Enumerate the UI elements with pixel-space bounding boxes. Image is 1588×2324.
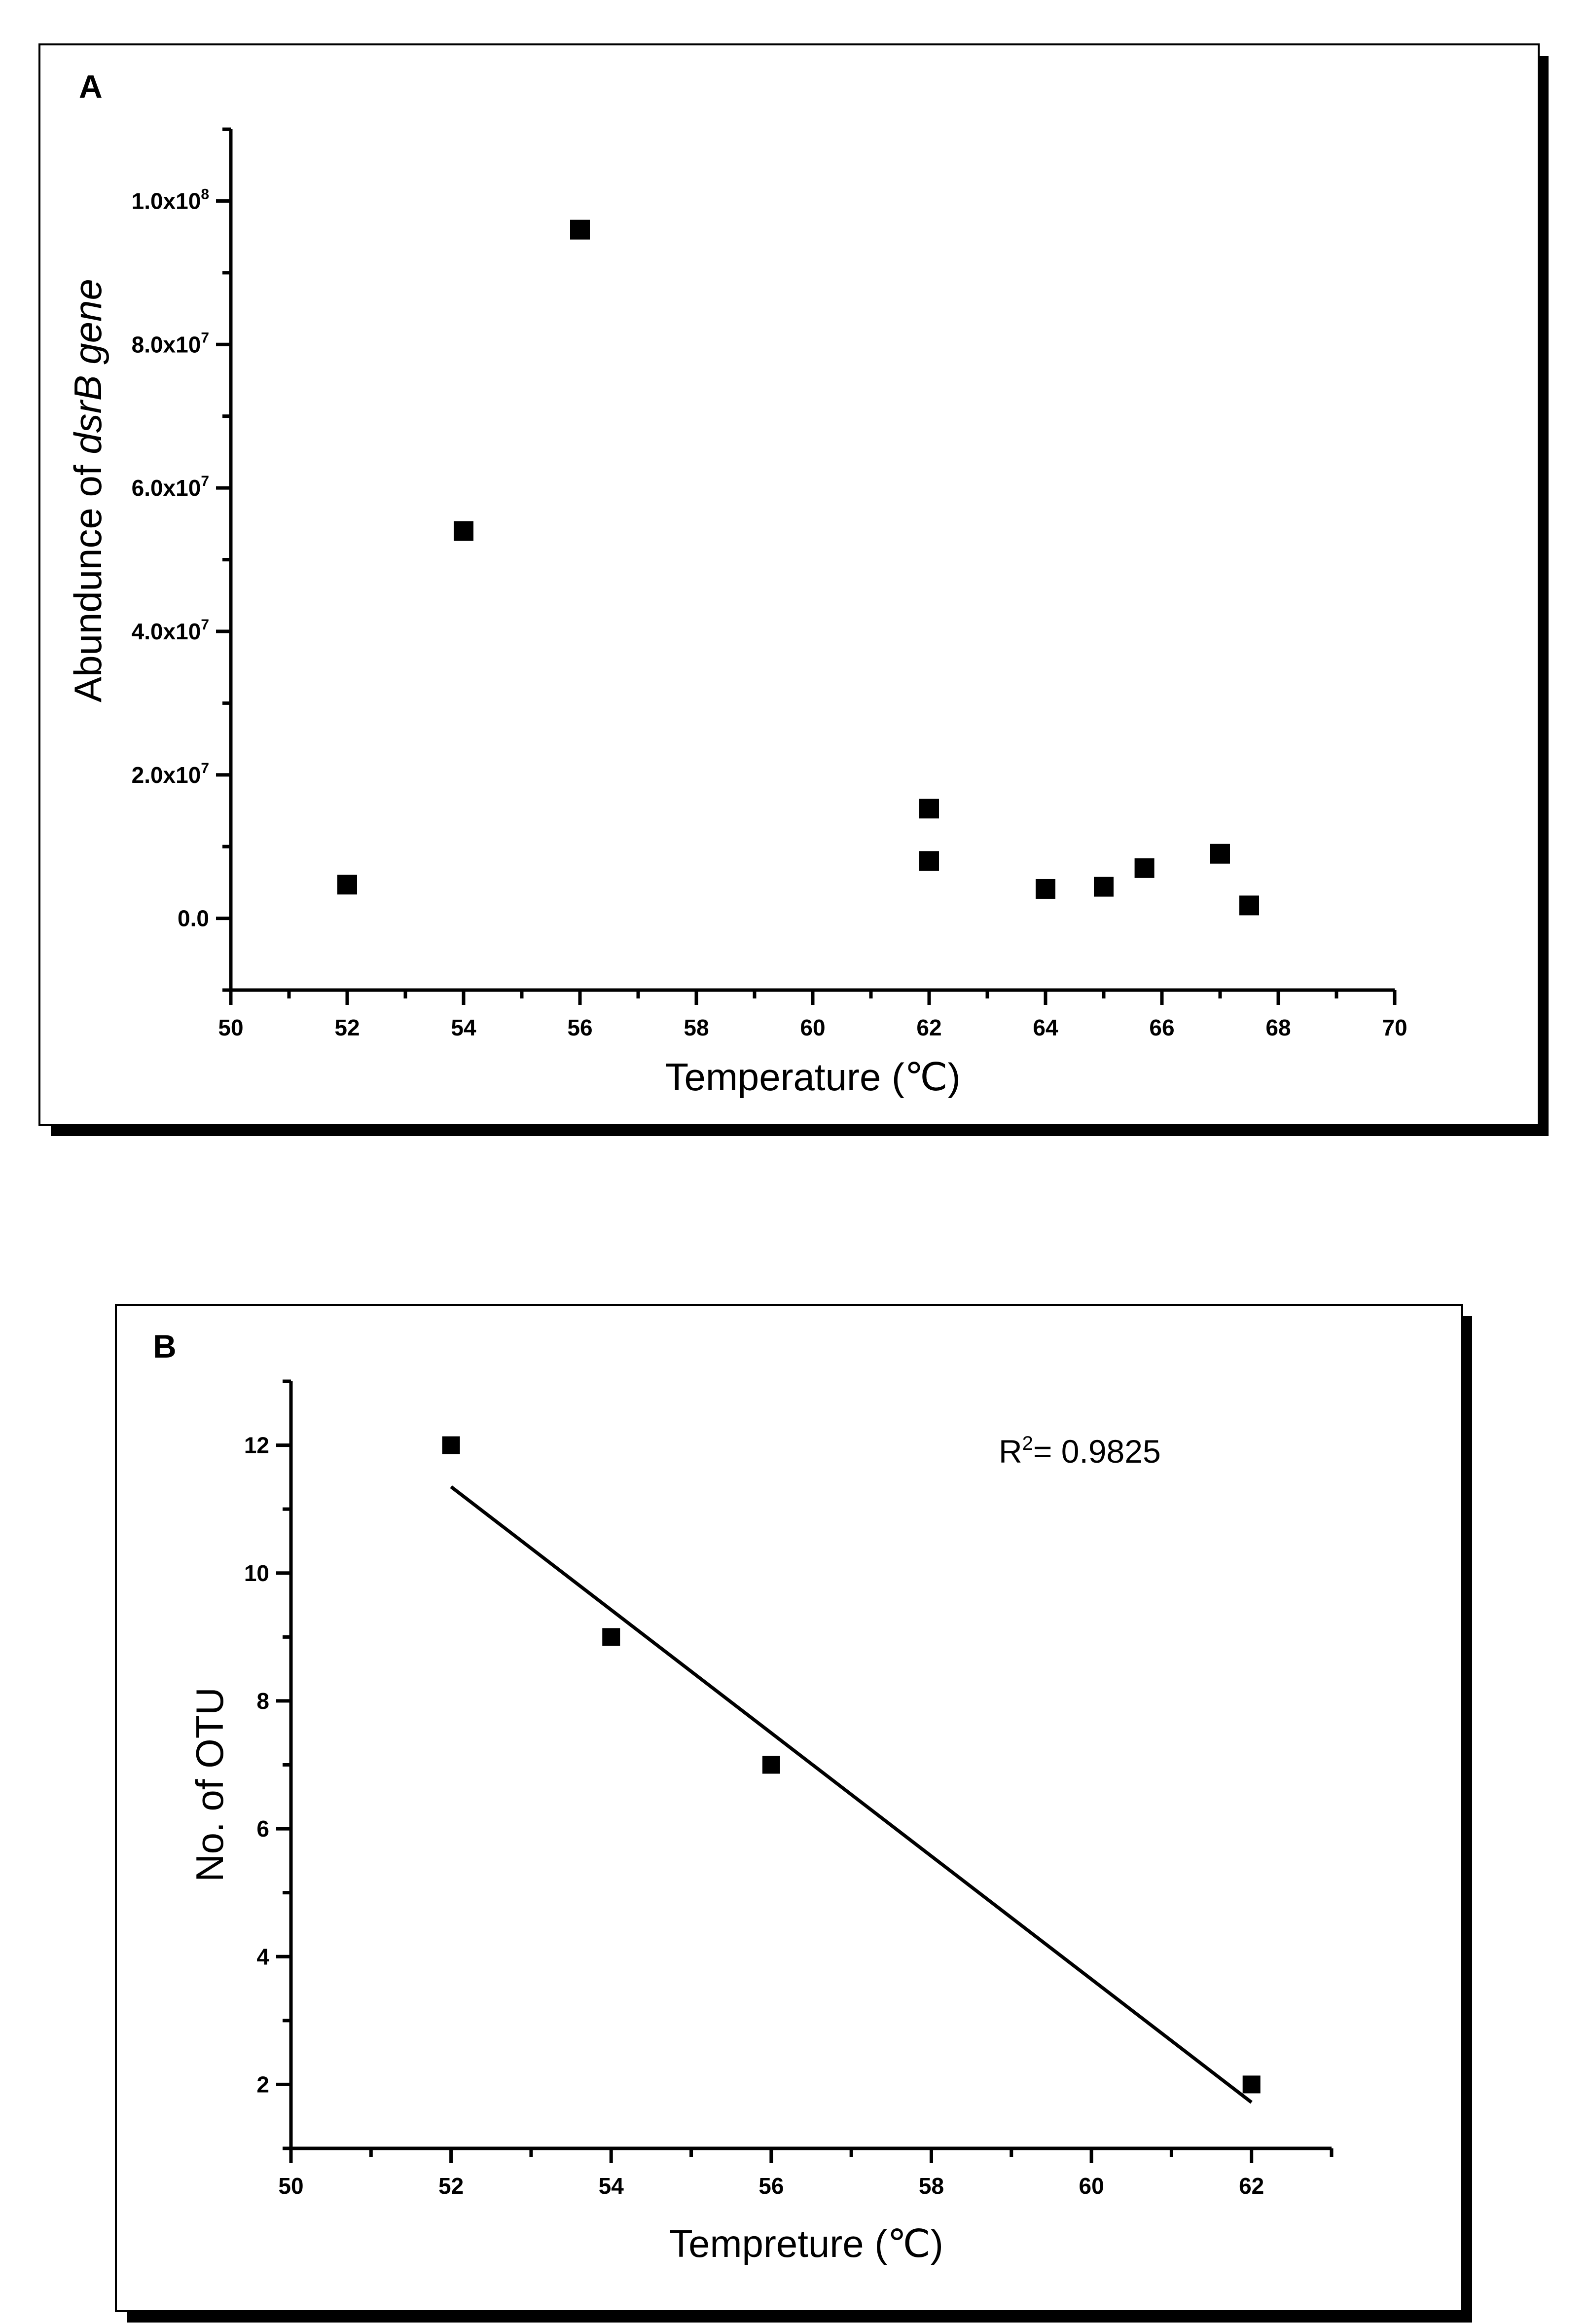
r-squared-value: = 0.9825 <box>1033 1433 1161 1470</box>
r-squared-exponent: 2 <box>1022 1433 1033 1454</box>
y-tick-label: 12 <box>244 1433 269 1458</box>
data-point <box>442 1436 460 1454</box>
y-tick-exponent: 7 <box>201 473 209 489</box>
data-point <box>602 1628 620 1646</box>
x-tick-label: 58 <box>919 2173 944 2199</box>
x-axis-title: Tempreture (℃) <box>669 2222 943 2265</box>
y-axis-title-gene: dsrB gene <box>66 279 109 454</box>
y-tick-label: 4.0x107 <box>132 617 209 644</box>
y-tick-label: 8.0x107 <box>132 330 209 357</box>
r-squared-prefix: R <box>999 1433 1022 1470</box>
y-tick-label: 2 <box>256 2071 269 2097</box>
x-tick-label: 52 <box>438 2173 464 2199</box>
y-tick-label: 1.0x108 <box>132 186 209 214</box>
x-tick-label: 52 <box>334 1015 360 1040</box>
data-point <box>1239 895 1259 916</box>
panel-b-letter: B <box>153 1328 177 1365</box>
data-point <box>1242 2075 1261 2094</box>
y-tick-label: 8 <box>256 1688 269 1714</box>
x-tick-label: 60 <box>1079 2173 1104 2199</box>
x-tick-label: 70 <box>1382 1015 1407 1040</box>
x-tick-label: 56 <box>567 1015 592 1040</box>
x-tick-label: 54 <box>599 2173 624 2199</box>
data-point <box>1134 858 1155 878</box>
panel-a-letter: A <box>79 68 103 105</box>
x-tick-label: 68 <box>1265 1015 1291 1040</box>
data-point <box>919 851 939 871</box>
r-squared-annotation: R2= 0.9825 <box>999 1433 1161 1470</box>
x-tick-label: 50 <box>218 1015 243 1040</box>
x-tick-label: 58 <box>684 1015 709 1040</box>
x-axis-title: Temperature (℃) <box>665 1055 960 1099</box>
y-axis-title: No. of OTU <box>188 1687 231 1881</box>
x-tick-label: 60 <box>800 1015 825 1040</box>
data-point <box>454 521 473 541</box>
data-point <box>337 875 357 895</box>
data-point <box>762 1756 780 1774</box>
x-tick-label: 62 <box>916 1015 941 1040</box>
y-tick-label: 0.0 <box>178 906 209 931</box>
y-tick-label: 6 <box>256 1816 269 1842</box>
y-axis-title-prefix: Abundunce of <box>66 454 109 702</box>
x-tick-label: 50 <box>278 2173 303 2199</box>
y-tick-exponent: 7 <box>201 330 209 346</box>
data-point <box>1210 844 1230 864</box>
data-point <box>919 799 939 819</box>
y-tick-label: 10 <box>244 1560 269 1586</box>
y-tick-label: 4 <box>256 1944 269 1969</box>
x-tick-label: 64 <box>1033 1015 1058 1040</box>
y-axis-title: Abundunce of dsrB gene <box>66 279 109 702</box>
x-tick-label: 62 <box>1239 2173 1264 2199</box>
y-tick-label: 6.0x107 <box>132 473 209 501</box>
panel-a-frame <box>38 43 1540 1126</box>
panel-b-frame <box>115 1304 1463 2312</box>
y-tick-exponent: 7 <box>201 617 209 633</box>
y-tick-exponent: 7 <box>201 760 209 776</box>
data-point <box>1036 879 1055 899</box>
x-tick-label: 54 <box>451 1015 476 1040</box>
data-point <box>1094 877 1114 897</box>
data-point <box>570 220 590 240</box>
regression-line <box>450 1485 1253 2104</box>
y-tick-label: 2.0x107 <box>132 760 209 788</box>
panel-a-chart: 50 52 54 56 58 60 62 64 66 68 70 0.0 2.0x107 4.0x107 6… <box>66 127 1408 1099</box>
x-tick-label: 66 <box>1149 1015 1174 1040</box>
x-tick-label: 56 <box>758 2173 784 2199</box>
y-tick-exponent: 8 <box>201 186 209 202</box>
